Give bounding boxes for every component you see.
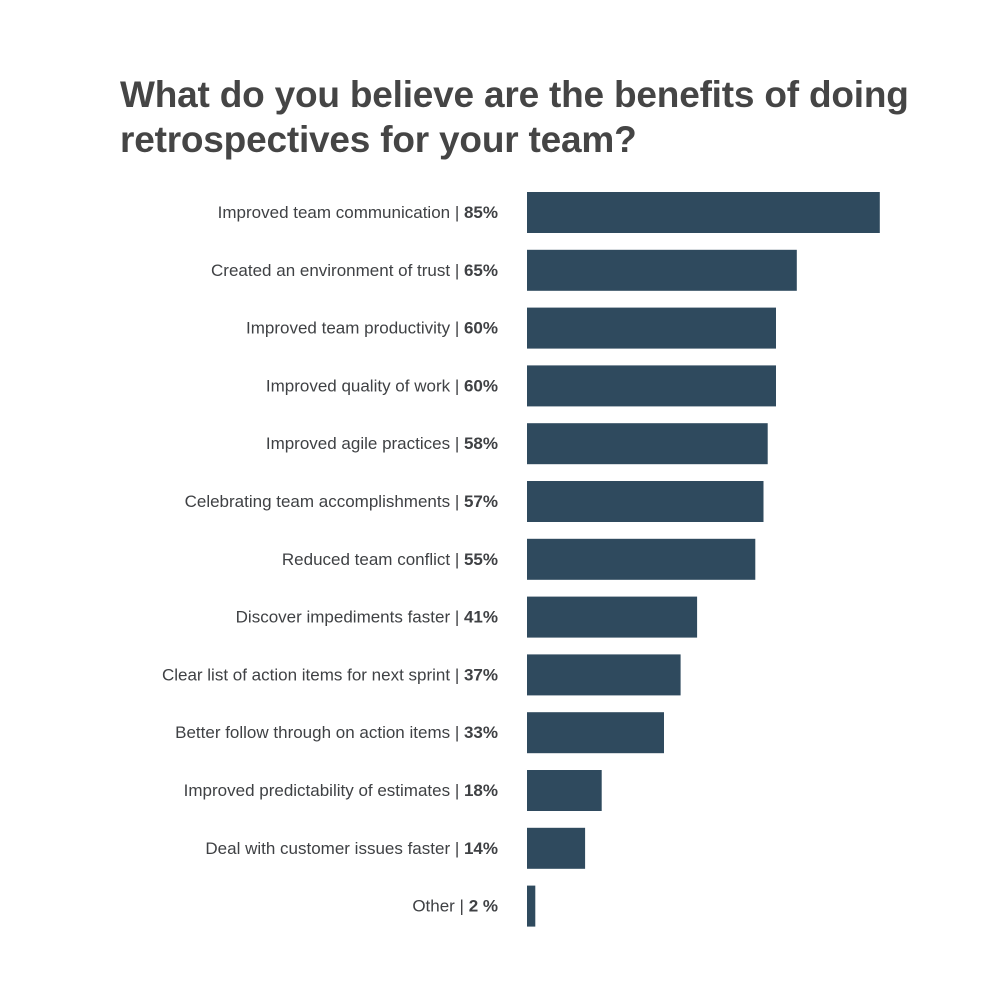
category-name: Celebrating team accomplishments |: [185, 492, 464, 511]
category-label: Improved quality of work | 60%: [266, 376, 498, 395]
value-label: 37%: [464, 665, 498, 684]
category-label: Reduced team conflict | 55%: [282, 550, 498, 569]
category-name: Better follow through on action items |: [175, 723, 464, 742]
bar: [527, 307, 776, 349]
value-label: 65%: [464, 261, 498, 280]
bar: [527, 249, 797, 291]
chart-title: What do you believe are the benefits of …: [120, 74, 909, 160]
bar: [527, 192, 880, 233]
bar: [527, 654, 681, 696]
category-label: Better follow through on action items | …: [175, 723, 498, 742]
value-label: 60%: [464, 319, 498, 338]
bar: [527, 712, 664, 754]
value-label: 41%: [464, 608, 498, 627]
category-name: Clear list of action items for next spri…: [162, 665, 464, 684]
category-name: Created an environment of trust |: [211, 261, 464, 280]
category-label: Other | 2 %: [412, 897, 498, 916]
category-name: Improved team productivity |: [246, 319, 464, 338]
category-label: Deal with customer issues faster | 14%: [205, 839, 498, 858]
bar: [527, 885, 536, 927]
category-label: Created an environment of trust | 65%: [211, 261, 498, 280]
category-name: Other |: [412, 897, 468, 916]
value-label: 2 %: [469, 897, 498, 916]
bar: [527, 423, 768, 465]
category-label: Celebrating team accomplishments | 57%: [185, 492, 498, 511]
category-name: Improved quality of work |: [266, 376, 464, 395]
category-label: Improved predictability of estimates | 1…: [184, 781, 498, 800]
bar: [527, 596, 698, 638]
value-label: 14%: [464, 839, 498, 858]
category-label: Improved team productivity | 60%: [246, 319, 498, 338]
value-label: 55%: [464, 550, 498, 569]
value-label: 85%: [464, 203, 498, 222]
value-label: 18%: [464, 781, 498, 800]
category-name: Reduced team conflict |: [282, 550, 464, 569]
category-name: Improved predictability of estimates |: [184, 781, 464, 800]
category-name: Discover impediments faster |: [236, 608, 464, 627]
bar: [527, 538, 756, 580]
value-label: 57%: [464, 492, 498, 511]
category-label: Clear list of action items for next spri…: [162, 665, 498, 684]
value-label: 58%: [464, 434, 498, 453]
value-label: 60%: [464, 376, 498, 395]
category-name: Deal with customer issues faster |: [205, 839, 464, 858]
bar: [527, 365, 776, 407]
value-label: 33%: [464, 723, 498, 742]
bar: [527, 770, 602, 811]
category-label: Improved team communication | 85%: [218, 203, 498, 222]
category-label: Discover impediments faster | 41%: [236, 608, 498, 627]
category-name: Improved agile practices |: [266, 434, 464, 453]
category-name: Improved team communication |: [218, 203, 464, 222]
bar: [527, 481, 764, 522]
bar: [527, 827, 586, 869]
category-label: Improved agile practices | 58%: [266, 434, 498, 453]
